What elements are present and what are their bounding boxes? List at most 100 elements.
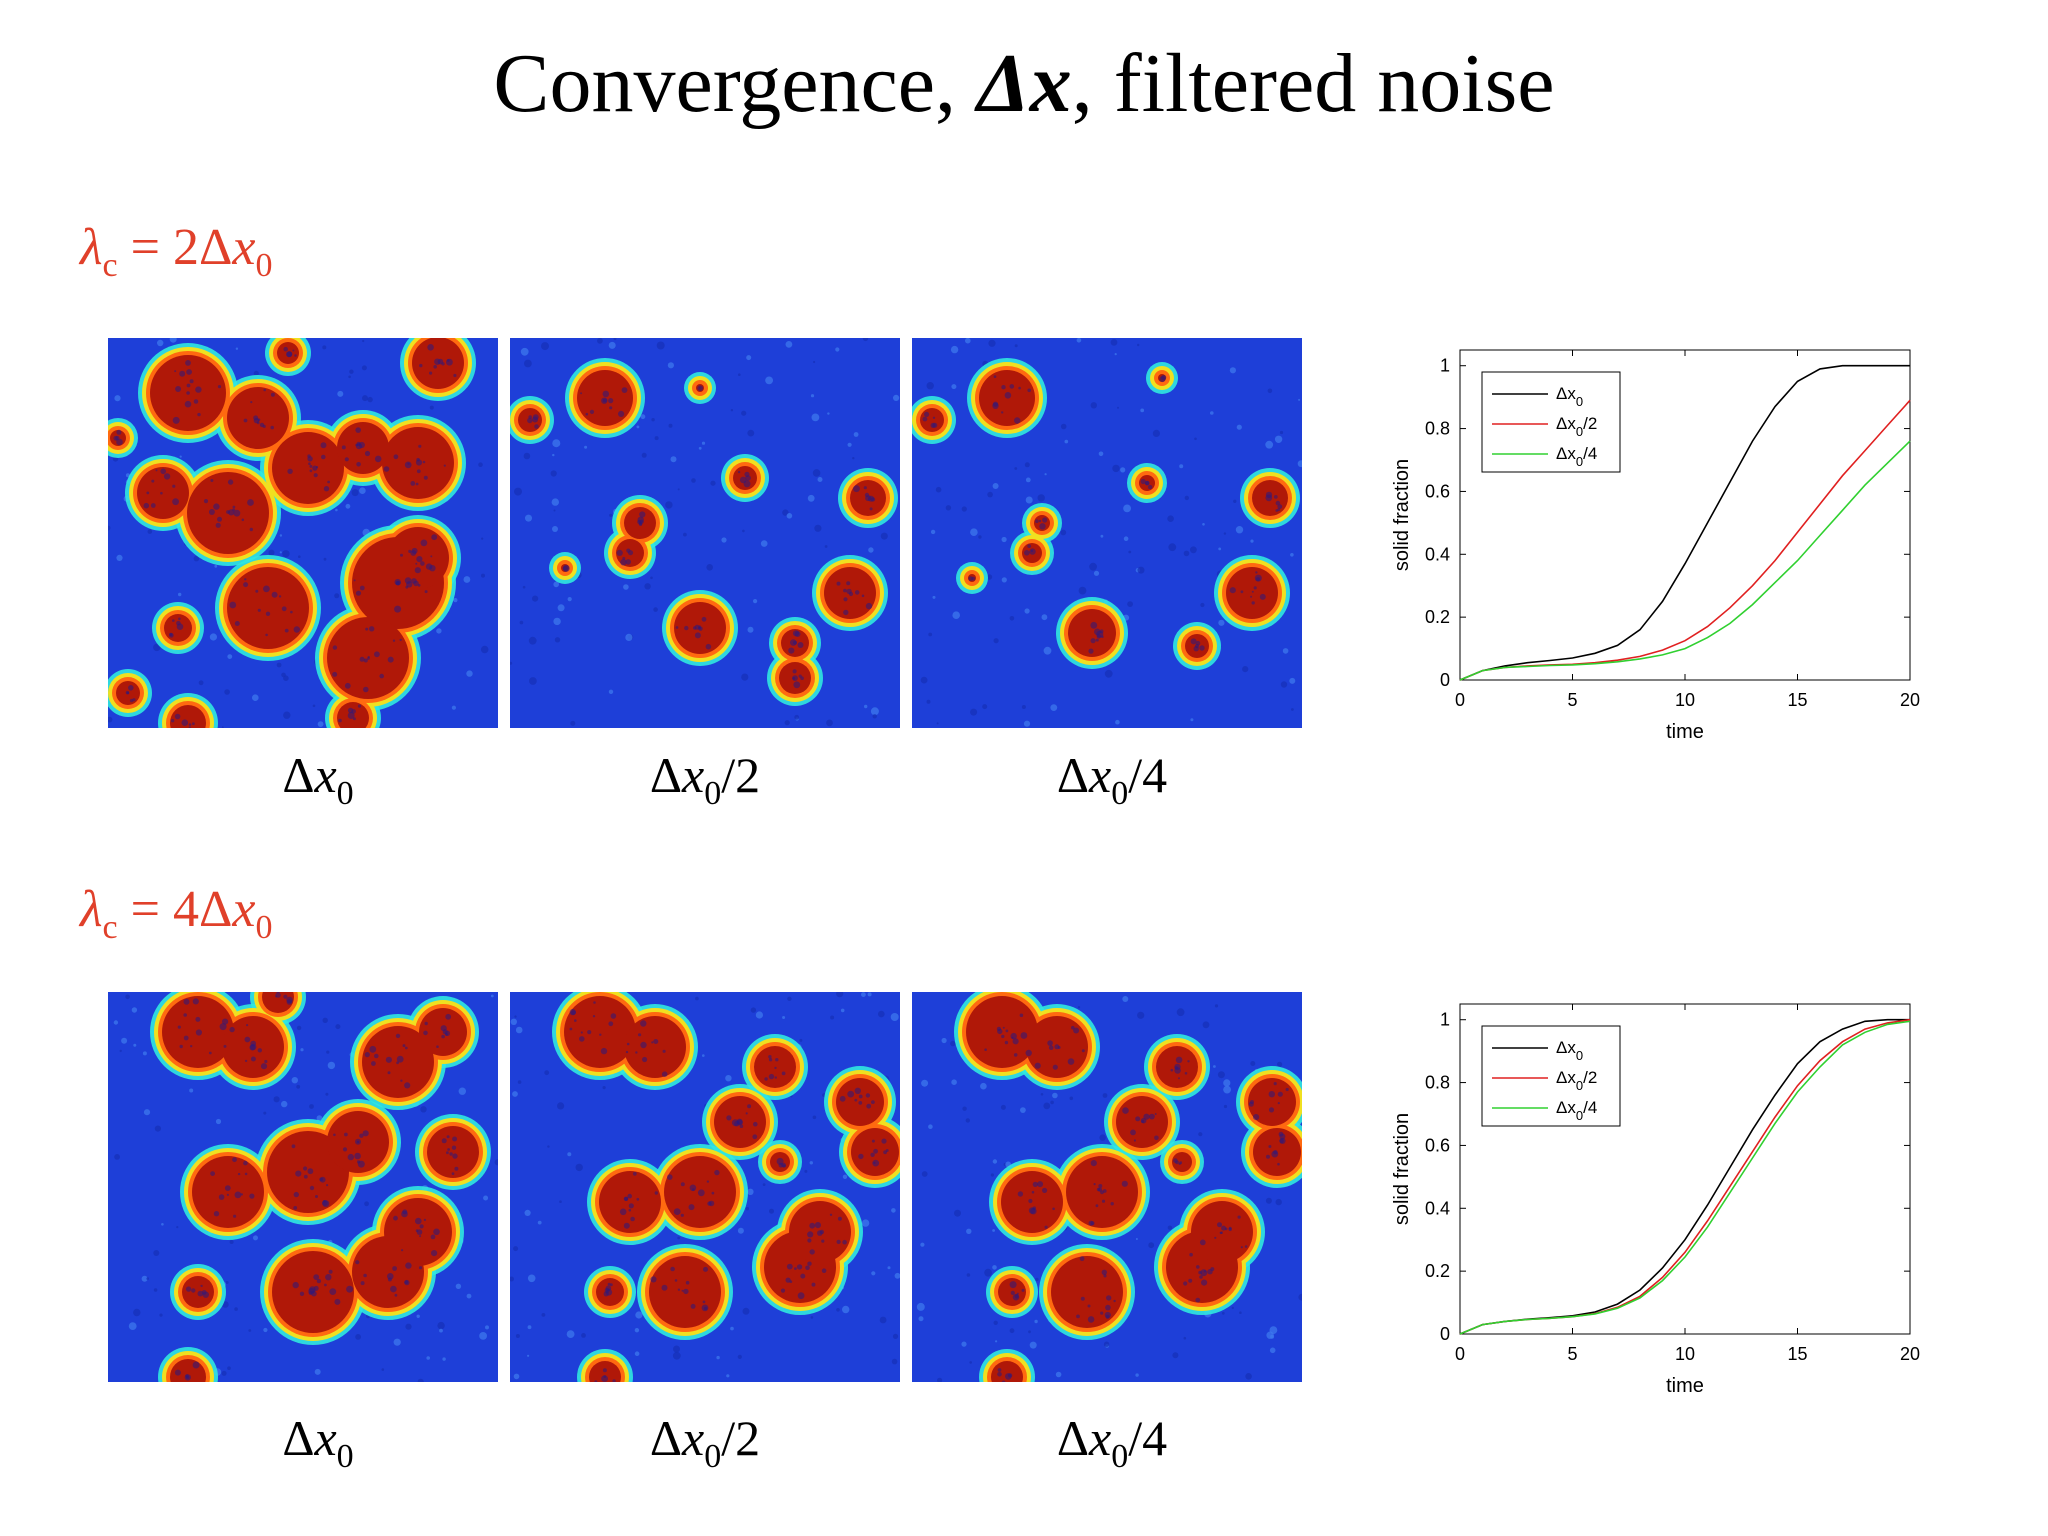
grain-texture: [639, 519, 644, 524]
grain-texture: [1140, 478, 1146, 485]
grain-texture: [1228, 1227, 1232, 1232]
grain-texture: [608, 1021, 614, 1027]
line-chart: 0 5 10 15 20 0 0.2 0.4 0.6 0.8 1 time solid fraction…: [1391, 1003, 1920, 1397]
grain-texture: [1028, 1198, 1033, 1204]
grain-texture: [1087, 1316, 1095, 1323]
grain-texture: [347, 712, 355, 719]
grain-texture: [650, 1276, 657, 1283]
grain-texture: [431, 534, 438, 541]
grain-texture: [1021, 1288, 1025, 1292]
grain-texture: [1253, 1114, 1260, 1121]
noise-speckle: [273, 1096, 280, 1103]
grain-texture: [286, 351, 293, 358]
grain-texture: [1010, 1032, 1017, 1040]
noise-speckle: [451, 705, 456, 710]
grain-texture: [452, 1136, 458, 1142]
grain-texture: [429, 371, 433, 375]
grain-texture: [181, 719, 189, 726]
grain-texture: [829, 1213, 833, 1216]
noise-speckle: [794, 714, 800, 720]
grain-texture: [244, 1172, 248, 1176]
noise-speckle: [327, 1061, 336, 1070]
grain-texture: [1273, 1150, 1278, 1155]
grain-texture: [883, 1150, 887, 1155]
grain-texture: [1039, 523, 1046, 530]
grain-texture: [793, 681, 801, 689]
grain-texture: [1196, 1265, 1200, 1269]
grain-texture: [362, 1130, 369, 1137]
noise-speckle: [677, 1236, 681, 1240]
grain-texture: [997, 1372, 1002, 1377]
noise-speckle: [750, 1007, 757, 1013]
noise-speckle: [951, 384, 957, 390]
noise-speckle: [519, 620, 524, 625]
noise-speckle: [1043, 646, 1052, 655]
noise-speckle: [554, 637, 561, 643]
grain-texture: [792, 669, 797, 674]
grain-texture: [1154, 1113, 1157, 1115]
grain-texture: [200, 1284, 203, 1288]
grain-texture: [1079, 1256, 1085, 1262]
grain-texture: [1014, 1294, 1019, 1299]
noise-speckle: [1112, 464, 1120, 473]
noise-speckle: [625, 633, 633, 641]
noise-speckle: [252, 694, 259, 701]
noise-speckle: [950, 345, 959, 354]
grain-texture: [351, 709, 356, 714]
grain-texture: [250, 1040, 257, 1047]
grain-texture: [776, 1157, 784, 1165]
grain-texture: [1201, 1279, 1208, 1286]
phase-field-map: [912, 338, 1302, 728]
grain-texture: [309, 464, 313, 468]
x-tick-label: 20: [1900, 690, 1920, 710]
noise-speckle: [730, 409, 734, 412]
grain-texture: [334, 1298, 341, 1305]
grain-texture: [390, 1285, 397, 1293]
noise-speckle: [737, 1354, 742, 1359]
grain-texture: [1037, 1181, 1044, 1188]
x-axis-label: time: [1666, 721, 1704, 743]
grain-texture: [1199, 645, 1205, 651]
grain-texture: [1101, 1199, 1106, 1203]
grain-texture: [798, 674, 802, 678]
grain-texture: [843, 597, 848, 602]
noise-speckle: [992, 483, 999, 489]
grain-texture: [871, 1139, 875, 1143]
grain-texture: [160, 491, 163, 495]
grain-texture: [416, 457, 420, 462]
grain-texture: [1198, 1270, 1202, 1275]
grain-texture: [654, 1191, 658, 1195]
noise-speckle: [227, 654, 233, 659]
grain-texture: [215, 522, 221, 528]
grain-texture: [630, 1216, 635, 1222]
simulation-image: [912, 992, 1302, 1382]
grain-texture: [342, 1147, 348, 1152]
noise-speckle: [1120, 467, 1126, 473]
grain-texture: [764, 1077, 768, 1081]
grain-texture: [736, 1118, 743, 1125]
grain-texture: [585, 412, 589, 416]
noise-speckle: [381, 1368, 385, 1371]
y-tick-label: 0.4: [1425, 544, 1450, 564]
grain-texture: [446, 358, 453, 366]
noise-speckle: [1221, 1311, 1225, 1315]
grain-texture: [527, 417, 533, 424]
noise-speckle: [1040, 1093, 1044, 1096]
grain-texture: [392, 1266, 397, 1271]
grain-texture: [846, 581, 851, 586]
noise-speckle: [525, 514, 532, 522]
grain-texture: [172, 416, 180, 424]
grain-texture: [1034, 1062, 1041, 1069]
grain-texture: [1094, 628, 1101, 636]
solid-grain: [137, 467, 189, 519]
noise-speckle: [1202, 1021, 1210, 1029]
grain-texture: [416, 469, 421, 474]
grain-texture: [640, 1020, 647, 1027]
grain-texture: [1285, 1087, 1289, 1092]
noise-speckle: [1265, 440, 1274, 449]
noise-speckle: [965, 338, 971, 344]
noise-speckle: [1233, 499, 1237, 503]
grain-texture: [605, 1285, 612, 1292]
noise-speckle: [483, 1195, 489, 1201]
grain-texture: [188, 723, 192, 726]
